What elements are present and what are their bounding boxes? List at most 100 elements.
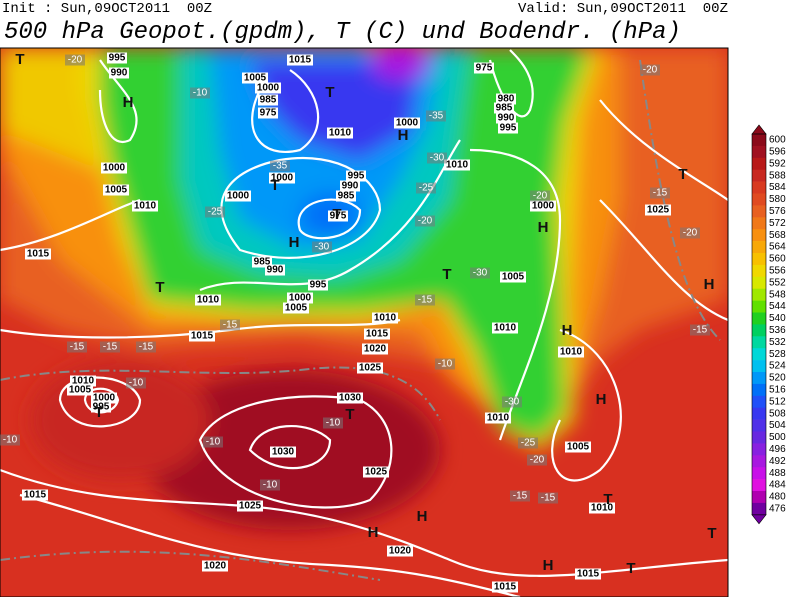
- temperature-label-box: [190, 87, 210, 99]
- colorbar-label: 492: [769, 456, 786, 467]
- temperature-label-box: [415, 215, 435, 227]
- temperature-label: -25: [208, 207, 223, 218]
- isobar-label: 1005: [567, 442, 590, 453]
- colorbar-label: 504: [769, 420, 786, 431]
- isobar-label-box: [101, 162, 127, 174]
- pressure-center-label: H: [289, 234, 300, 251]
- temperature-label-box: [690, 324, 710, 336]
- isobar-label: 1000: [532, 201, 555, 212]
- isobar-label: 1015: [494, 582, 517, 593]
- pressure-center-label: H: [704, 276, 715, 293]
- temperature-label-box: [650, 187, 670, 199]
- isobar-label-box: [258, 107, 278, 119]
- isobar-label: 1015: [366, 329, 389, 340]
- isobar-label-box: [496, 93, 516, 105]
- colorbar-swatch: [752, 181, 766, 194]
- isobar-label: 995: [348, 171, 365, 182]
- colorbar-top-cap: [751, 124, 767, 135]
- colorbar-label: 580: [769, 194, 786, 205]
- pressure-center-label: T: [707, 525, 716, 542]
- colorbar-label: 500: [769, 432, 786, 443]
- colorbar-swatch: [752, 395, 766, 408]
- isobar-label: 985: [496, 103, 513, 114]
- isobar-label: 1010: [329, 128, 352, 139]
- pressure-center-label: T: [332, 206, 341, 223]
- isobar-label-box: [575, 568, 601, 580]
- colorbar-swatch: [752, 241, 766, 254]
- pressure-center-label: T: [325, 84, 334, 101]
- temperature-label: -15: [223, 320, 238, 331]
- colorbar-label: 560: [769, 254, 786, 265]
- isobar-label: 1000: [227, 191, 250, 202]
- temperature-label-box: [527, 454, 547, 466]
- isobar-label: 1020: [204, 561, 227, 572]
- isobar-label: 1010: [134, 201, 157, 212]
- isobar-label-box: [645, 204, 671, 216]
- colorbar-swatch: [752, 300, 766, 313]
- colorbar-label: 496: [769, 444, 786, 455]
- isobar-label-box: [362, 343, 388, 355]
- colorbar-swatch: [752, 479, 766, 492]
- colorbar-swatch: [752, 443, 766, 456]
- isobar-label-box: [287, 54, 313, 66]
- temperature-label-box: [323, 417, 343, 429]
- pressure-center-label: T: [603, 491, 612, 508]
- isobar-label-box: [337, 392, 363, 404]
- temperature-label: -20: [530, 455, 545, 466]
- temperature-label: -15: [139, 342, 154, 353]
- isobar-label-box: [372, 312, 398, 324]
- colorbar-label: 588: [769, 170, 786, 181]
- isobar-label: 1005: [244, 73, 267, 84]
- colorbar-label: 600: [769, 135, 786, 146]
- temperature-label-box: [312, 241, 332, 253]
- temperature-label-box: [502, 396, 522, 408]
- isobar-label: 1000: [289, 293, 312, 304]
- temperature-label: -15: [653, 188, 668, 199]
- isobar-label: 975: [476, 63, 493, 74]
- temperature-label-box: [470, 267, 490, 279]
- colorbar-label: 548: [769, 289, 786, 300]
- colorbar-label: 512: [769, 396, 786, 407]
- temperature-label-box: [510, 490, 530, 502]
- temperature-label-box: [136, 341, 156, 353]
- isobar-label: 1000: [93, 393, 116, 404]
- isobar-label: 1025: [647, 205, 670, 216]
- temperature-label: -10: [263, 480, 278, 491]
- temperature-label: -20: [643, 65, 658, 76]
- isobar-label-box: [496, 112, 516, 124]
- isobar-label: 985: [260, 95, 277, 106]
- isobar-label: 1005: [502, 272, 525, 283]
- isobar-label: 975: [260, 108, 277, 119]
- isobar-label-box: [107, 52, 127, 64]
- isobar-label-box: [485, 412, 511, 424]
- isobar-label-box: [255, 82, 281, 94]
- isobar-label-box: [283, 302, 309, 314]
- init-time: Init : Sun,09OCT2011 00Z: [2, 1, 212, 17]
- isobar-label: 1010: [591, 503, 614, 514]
- isobar-label-box: [225, 190, 251, 202]
- isobar-label: 1015: [577, 569, 600, 580]
- isobar-label: 1000: [271, 173, 294, 184]
- isobar-label: 1005: [69, 385, 92, 396]
- temperature-label-box: [538, 492, 558, 504]
- colorbar-bottom-cap: [751, 514, 767, 525]
- pressure-center-label: H: [596, 391, 607, 408]
- temperature-label: -20: [533, 191, 548, 202]
- isobar-label-box: [237, 500, 263, 512]
- temperature-label: -25: [419, 183, 434, 194]
- isobar-label-box: [394, 117, 420, 129]
- temperature-label: -10: [3, 435, 18, 446]
- isobar-label-box: [22, 489, 48, 501]
- isobar-label-box: [67, 384, 93, 396]
- isobar-label: 1015: [24, 490, 47, 501]
- isobar-label-box: [589, 502, 615, 514]
- temperature-label-box: [205, 206, 225, 218]
- colorbar-swatch: [752, 253, 766, 266]
- temperature-label: -25: [521, 438, 536, 449]
- pressure-center-label: T: [678, 166, 687, 183]
- temperature-label-box: [0, 434, 20, 446]
- colorbar-label: 540: [769, 313, 786, 324]
- colorbar-swatch: [752, 145, 766, 159]
- isobar-label: 975: [330, 211, 347, 222]
